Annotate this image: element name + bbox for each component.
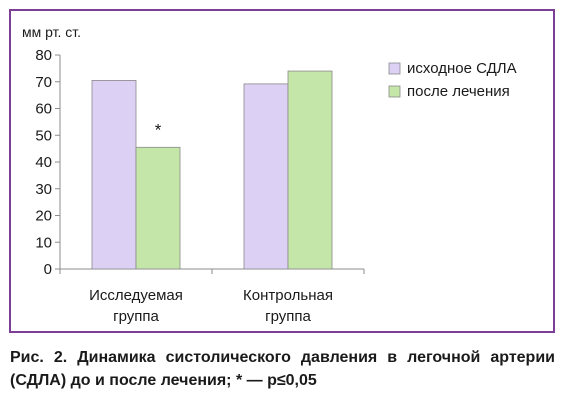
y-tick-label: 60 <box>35 101 52 118</box>
legend-swatch <box>388 62 401 75</box>
y-tick-label: 0 <box>44 261 52 278</box>
x-category-label: Исследуемая <box>89 287 183 304</box>
x-category-label: группа <box>113 308 159 325</box>
figure-caption: Рис. 2. Динамика систолического давления… <box>10 349 555 389</box>
bar-after-treatment <box>287 70 333 270</box>
bar-baseline <box>91 80 137 270</box>
legend-label: после лечения <box>407 83 510 100</box>
y-axis-label: мм рт. ст. <box>22 24 81 40</box>
bar-baseline <box>243 83 289 270</box>
y-tick-label: 70 <box>35 74 52 91</box>
chart-frame: мм рт. ст. 0 10 20 30 40 50 60 70 80 Исследуемая гр… <box>9 9 555 333</box>
y-tick-label: 10 <box>35 234 52 251</box>
significance-annotation: * <box>155 120 162 139</box>
y-tick-label: 30 <box>35 181 52 198</box>
bar-after-treatment <box>135 146 181 270</box>
y-tick-label: 80 <box>35 47 52 64</box>
x-category-label: группа <box>265 308 311 325</box>
y-tick-label: 50 <box>35 127 52 144</box>
legend-swatch <box>388 85 401 98</box>
bar-chart: мм рт. ст. 0 10 20 30 40 50 60 70 80 Исследуемая гр… <box>22 24 517 325</box>
y-tick-label: 40 <box>35 154 52 171</box>
x-category-label: Контрольная <box>243 287 333 304</box>
legend-label: исходное СДЛА <box>407 60 517 77</box>
y-tick-label: 20 <box>35 208 52 225</box>
